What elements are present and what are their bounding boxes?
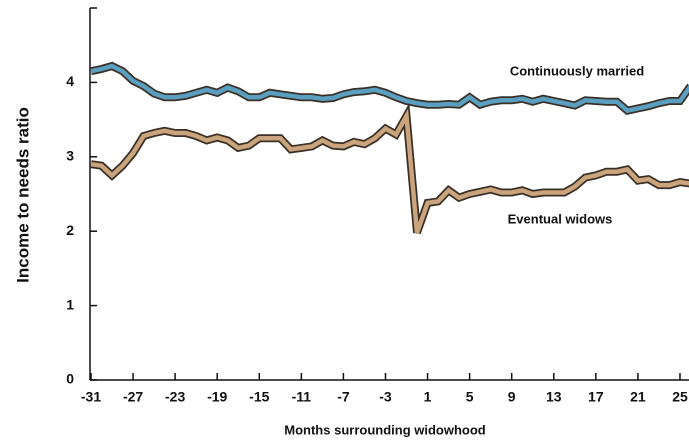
x-tick-label: 17 [588, 389, 604, 405]
x-tick-label: -7 [337, 389, 350, 405]
series-label: Eventual widows [508, 211, 613, 226]
x-tick-label: -15 [249, 389, 269, 405]
series-label: Continuously married [510, 63, 644, 78]
line [90, 108, 689, 234]
x-tick-label: -11 [292, 389, 312, 405]
x-tick-label: 1 [424, 389, 432, 405]
x-tick-label: -19 [207, 389, 227, 405]
x-tick-label: -3 [379, 389, 392, 405]
y-tick-label: 3 [66, 148, 74, 164]
x-tick-label: 9 [508, 389, 516, 405]
x-tick-label: 13 [546, 389, 562, 405]
line [90, 63, 689, 114]
y-tick-label: 1 [66, 296, 74, 312]
x-tick-label: 21 [630, 389, 646, 405]
y-tick-label: 4 [66, 73, 74, 89]
y-axis-title: Income to needs ratio [13, 107, 32, 283]
x-tick-label: -27 [123, 389, 143, 405]
x-tick-label: -23 [165, 389, 185, 405]
y-tick-label: 2 [66, 222, 74, 238]
x-tick-label: 5 [466, 389, 474, 405]
y-tick-label: 0 [66, 371, 74, 387]
x-axis-title: Months surrounding widowhood [284, 422, 486, 437]
x-tick-label: -31 [81, 389, 101, 405]
x-tick-label: 25 [672, 389, 688, 405]
